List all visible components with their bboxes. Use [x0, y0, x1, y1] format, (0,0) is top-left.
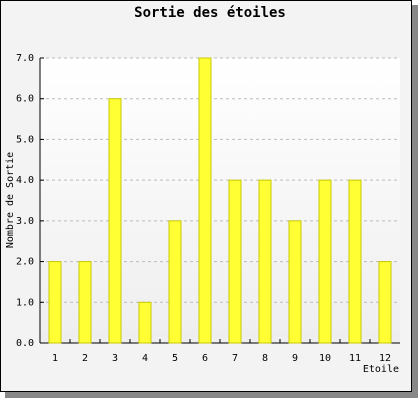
x-tick-label: 5	[172, 353, 178, 364]
y-tick-label: 2.0	[16, 257, 34, 268]
bar	[138, 301, 152, 344]
y-tick-label: 0.0	[16, 338, 34, 349]
x-tick-label: 12	[379, 353, 391, 364]
bar	[168, 220, 182, 344]
bar	[348, 179, 362, 344]
x-tick-label: 2	[82, 353, 88, 364]
chart-title: Sortie des étoiles	[134, 5, 286, 21]
bar	[108, 98, 122, 344]
x-axis-label: Etoile	[363, 364, 399, 375]
x-tick-label: 1	[52, 353, 58, 364]
x-tick-label: 7	[232, 353, 238, 364]
x-tick-label: 9	[292, 353, 298, 364]
bar	[228, 179, 242, 344]
x-tick-label: 4	[142, 353, 148, 364]
bar	[78, 261, 92, 344]
bar	[318, 179, 332, 344]
bar	[198, 57, 212, 344]
y-tick-label: 1.0	[16, 297, 34, 308]
x-tick-label: 10	[319, 353, 331, 364]
y-axis-label: Nombre de Sortie	[5, 152, 16, 248]
y-tick-label: 5.0	[16, 134, 34, 145]
plot-area	[40, 58, 400, 343]
y-tick-label: 7.0	[16, 53, 34, 64]
bar	[378, 261, 392, 344]
x-tick-label: 6	[202, 353, 208, 364]
y-tick-label: 3.0	[16, 216, 34, 227]
x-tick-label: 11	[349, 353, 361, 364]
bar	[258, 179, 272, 344]
y-tick-label: 6.0	[16, 94, 34, 105]
x-tick-label: 3	[112, 353, 118, 364]
bar	[48, 261, 62, 344]
x-tick-label: 8	[262, 353, 268, 364]
y-tick-label: 4.0	[16, 175, 34, 186]
bar	[288, 220, 302, 344]
